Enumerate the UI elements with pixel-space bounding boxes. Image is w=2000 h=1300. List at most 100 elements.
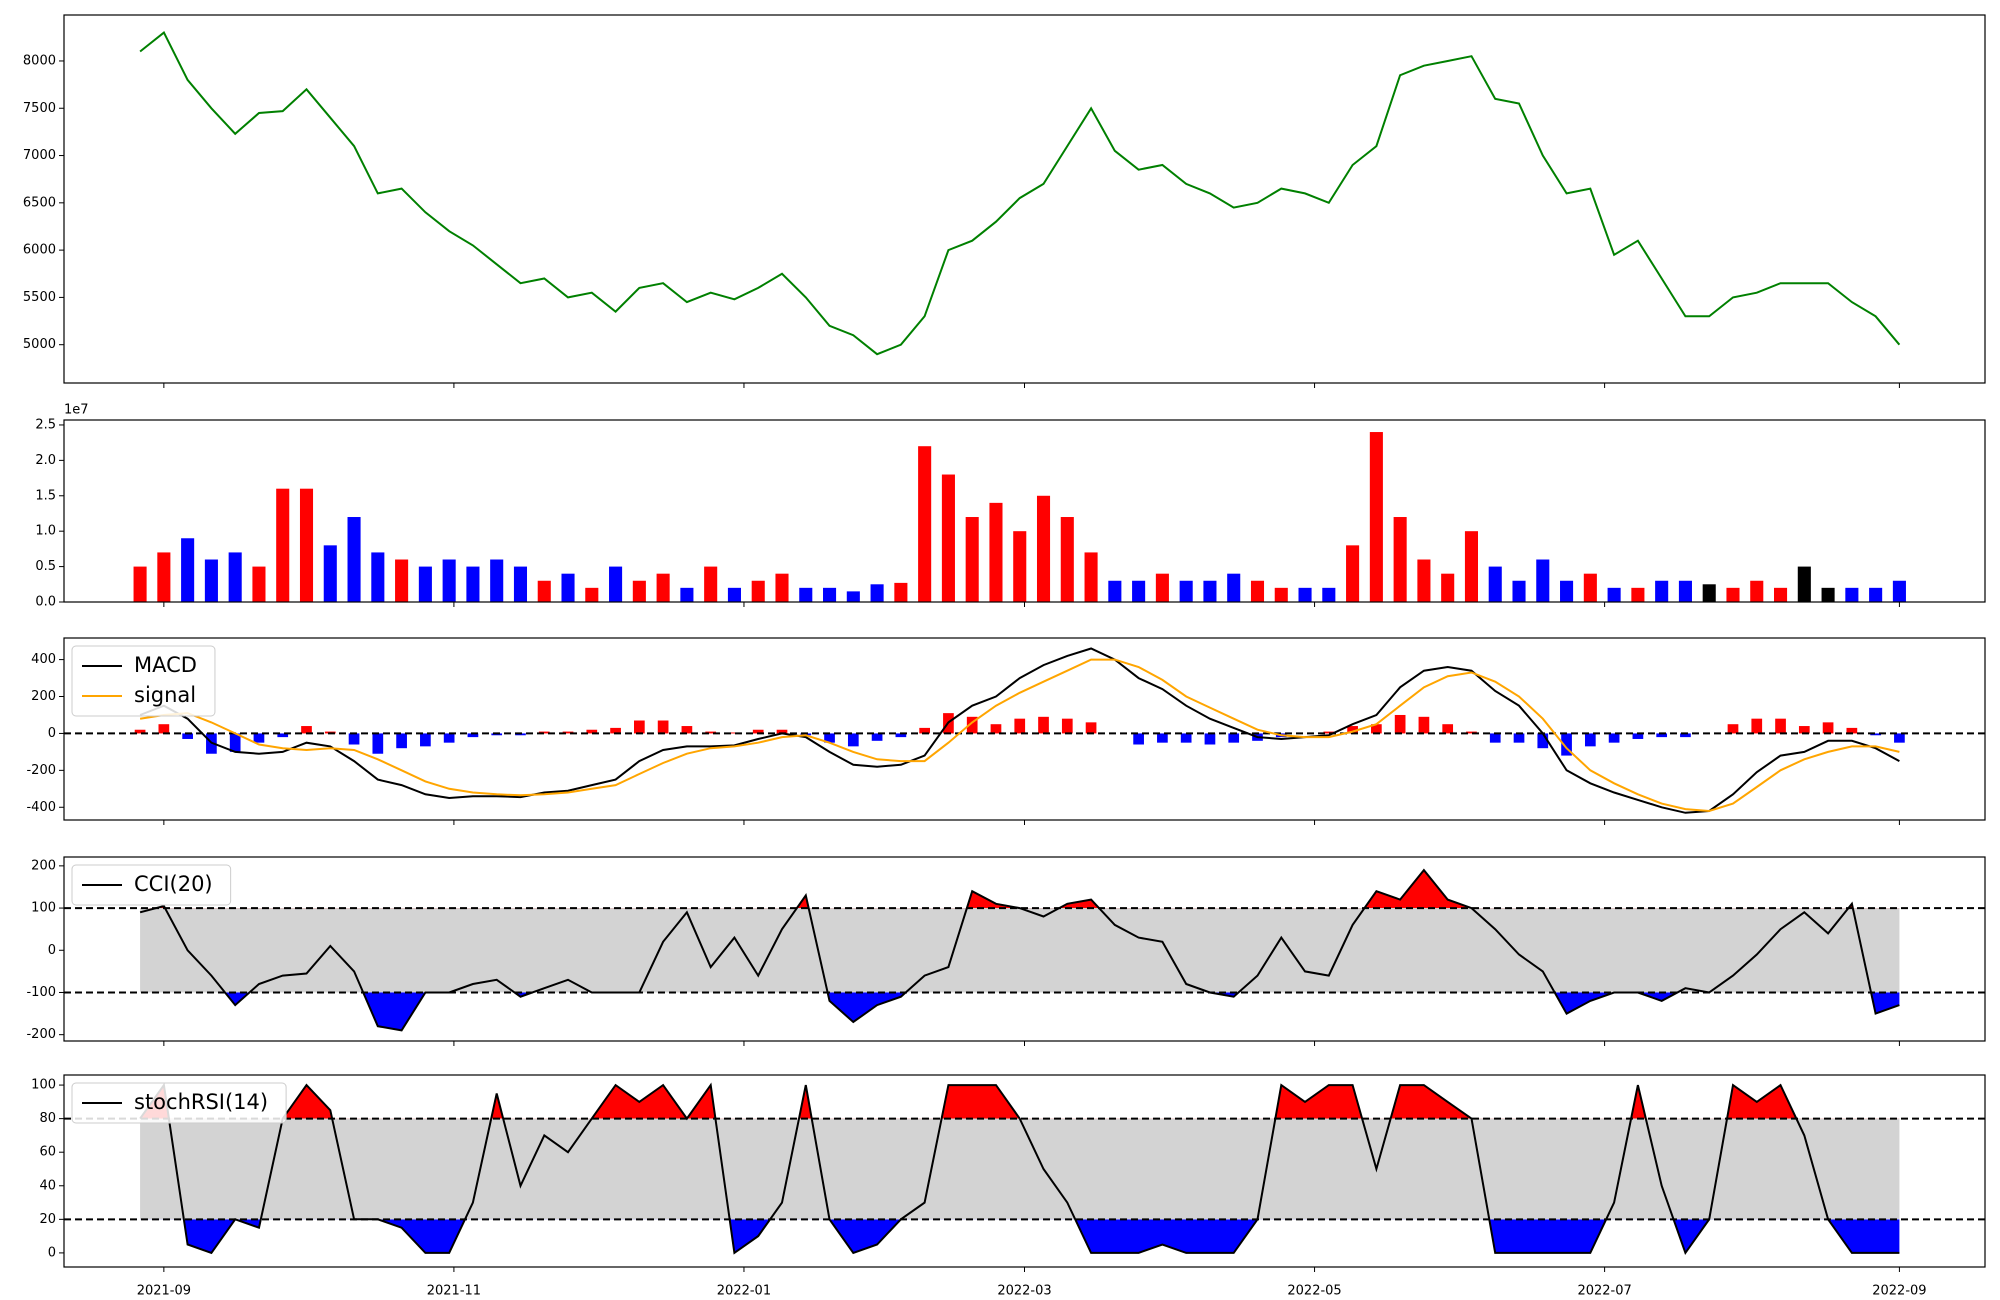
volume-bar bbox=[989, 502, 1003, 602]
volume-bar bbox=[299, 488, 314, 602]
volume-bar bbox=[1869, 587, 1883, 602]
y-tick-label: 100 bbox=[31, 1078, 56, 1093]
volume-bar bbox=[751, 580, 765, 602]
y-tick-label: 200 bbox=[31, 689, 56, 704]
histogram-bar bbox=[586, 729, 598, 734]
legend-box bbox=[71, 645, 216, 717]
volume-bar bbox=[1108, 580, 1122, 602]
volume-bar bbox=[704, 566, 718, 602]
histogram-bar bbox=[1228, 733, 1240, 743]
y-tick-label: 2.5 bbox=[35, 417, 56, 432]
y-tick-label: 1.5 bbox=[35, 488, 56, 503]
y-tick-label: 6500 bbox=[23, 195, 56, 210]
volume-bar bbox=[1488, 566, 1502, 602]
histogram-bar bbox=[1489, 733, 1501, 743]
volume-bar bbox=[1607, 587, 1621, 602]
series-line bbox=[139, 658, 1900, 813]
y-tick-label: 0 bbox=[48, 1245, 56, 1260]
histogram-bar bbox=[1418, 716, 1430, 734]
volume-bar bbox=[228, 552, 242, 602]
volume-bar bbox=[1464, 531, 1479, 602]
volume-bar bbox=[1512, 580, 1526, 602]
y-tick-label: 0.0 bbox=[35, 595, 56, 610]
volume-bar bbox=[1773, 587, 1788, 602]
histogram-bar bbox=[538, 731, 550, 734]
y-tick-label: 5500 bbox=[23, 290, 56, 305]
volume-bar bbox=[1369, 432, 1383, 602]
volume-bar bbox=[1132, 580, 1146, 602]
histogram-bar bbox=[182, 733, 193, 739]
volume-bar bbox=[1726, 587, 1740, 602]
histogram-bar bbox=[657, 720, 669, 734]
legend: stochRSI(14) bbox=[71, 1082, 287, 1124]
volume-bar bbox=[823, 587, 837, 602]
histogram-bar bbox=[134, 729, 146, 734]
volume-bar bbox=[1821, 587, 1835, 602]
y-tick-label: 2.0 bbox=[35, 453, 56, 468]
volume-bar bbox=[1560, 580, 1574, 602]
histogram-bar bbox=[562, 731, 574, 734]
volume-bar bbox=[1536, 559, 1550, 602]
histogram-bar bbox=[871, 733, 883, 741]
volume-bar bbox=[347, 517, 361, 602]
x-tick-label: 2021-09 bbox=[137, 1284, 191, 1299]
histogram-bar bbox=[966, 716, 978, 734]
legend-label: signal bbox=[134, 683, 196, 707]
axes-frame bbox=[63, 637, 1986, 821]
histogram-bar bbox=[1157, 733, 1168, 743]
y-tick-label: 40 bbox=[39, 1178, 56, 1193]
y-tick-label: 0 bbox=[48, 726, 56, 741]
axes-frame bbox=[63, 1074, 1986, 1268]
y-tick-label: 400 bbox=[31, 652, 56, 667]
volume-bar bbox=[1631, 587, 1645, 602]
volume-bar bbox=[1797, 566, 1811, 602]
histogram-bar bbox=[1442, 724, 1454, 734]
legend: MACD signal bbox=[71, 645, 216, 717]
volume-bar bbox=[204, 559, 218, 602]
histogram-bar bbox=[1775, 718, 1786, 734]
axis-offset-label: 1e7 bbox=[64, 403, 89, 418]
series-line bbox=[139, 868, 1900, 1032]
volume-bar bbox=[490, 559, 504, 602]
histogram-bar bbox=[610, 727, 621, 734]
histogram-bar bbox=[1822, 722, 1834, 734]
volume-bar bbox=[1750, 580, 1764, 602]
volume-bar bbox=[965, 517, 979, 602]
axes-frame bbox=[63, 419, 1986, 603]
histogram-bar bbox=[1727, 724, 1739, 734]
histogram-bar bbox=[348, 733, 360, 745]
histogram-bar bbox=[1323, 731, 1335, 734]
y-tick-label: 5000 bbox=[23, 337, 56, 352]
volume-bar bbox=[371, 552, 385, 602]
volume-bar bbox=[585, 587, 599, 602]
legend-label: stochRSI(14) bbox=[134, 1090, 268, 1114]
volume-bar bbox=[1583, 573, 1597, 602]
y-tick-label: 60 bbox=[39, 1145, 56, 1160]
volume-bar bbox=[1013, 531, 1027, 602]
y-tick-label: 0 bbox=[48, 943, 56, 958]
histogram-bar bbox=[1513, 733, 1525, 743]
histogram-bar bbox=[681, 726, 693, 734]
volume-bar bbox=[632, 580, 646, 602]
histogram-bar bbox=[1561, 733, 1572, 756]
axes-frame bbox=[63, 14, 1986, 384]
x-tick-label: 2022-07 bbox=[1577, 1284, 1631, 1299]
histogram-bar bbox=[467, 733, 479, 738]
threshold-band bbox=[140, 908, 1900, 993]
legend-label: CCI(20) bbox=[134, 872, 213, 896]
volume-bar bbox=[561, 573, 575, 602]
volume-bar bbox=[1393, 517, 1407, 602]
volume-bar bbox=[1155, 573, 1169, 602]
histogram-bar bbox=[253, 733, 265, 743]
legend-box bbox=[71, 864, 232, 906]
overbought-fill bbox=[140, 1085, 1797, 1119]
volume-bar bbox=[1417, 559, 1431, 602]
histogram-bar bbox=[1751, 718, 1763, 734]
oversold-fill bbox=[140, 1219, 1900, 1253]
volume-bar bbox=[466, 566, 480, 602]
volume-bar bbox=[918, 446, 932, 602]
histogram-bar bbox=[1656, 733, 1668, 738]
volume-bar bbox=[1322, 587, 1336, 602]
y-tick-label: -200 bbox=[26, 1027, 56, 1042]
